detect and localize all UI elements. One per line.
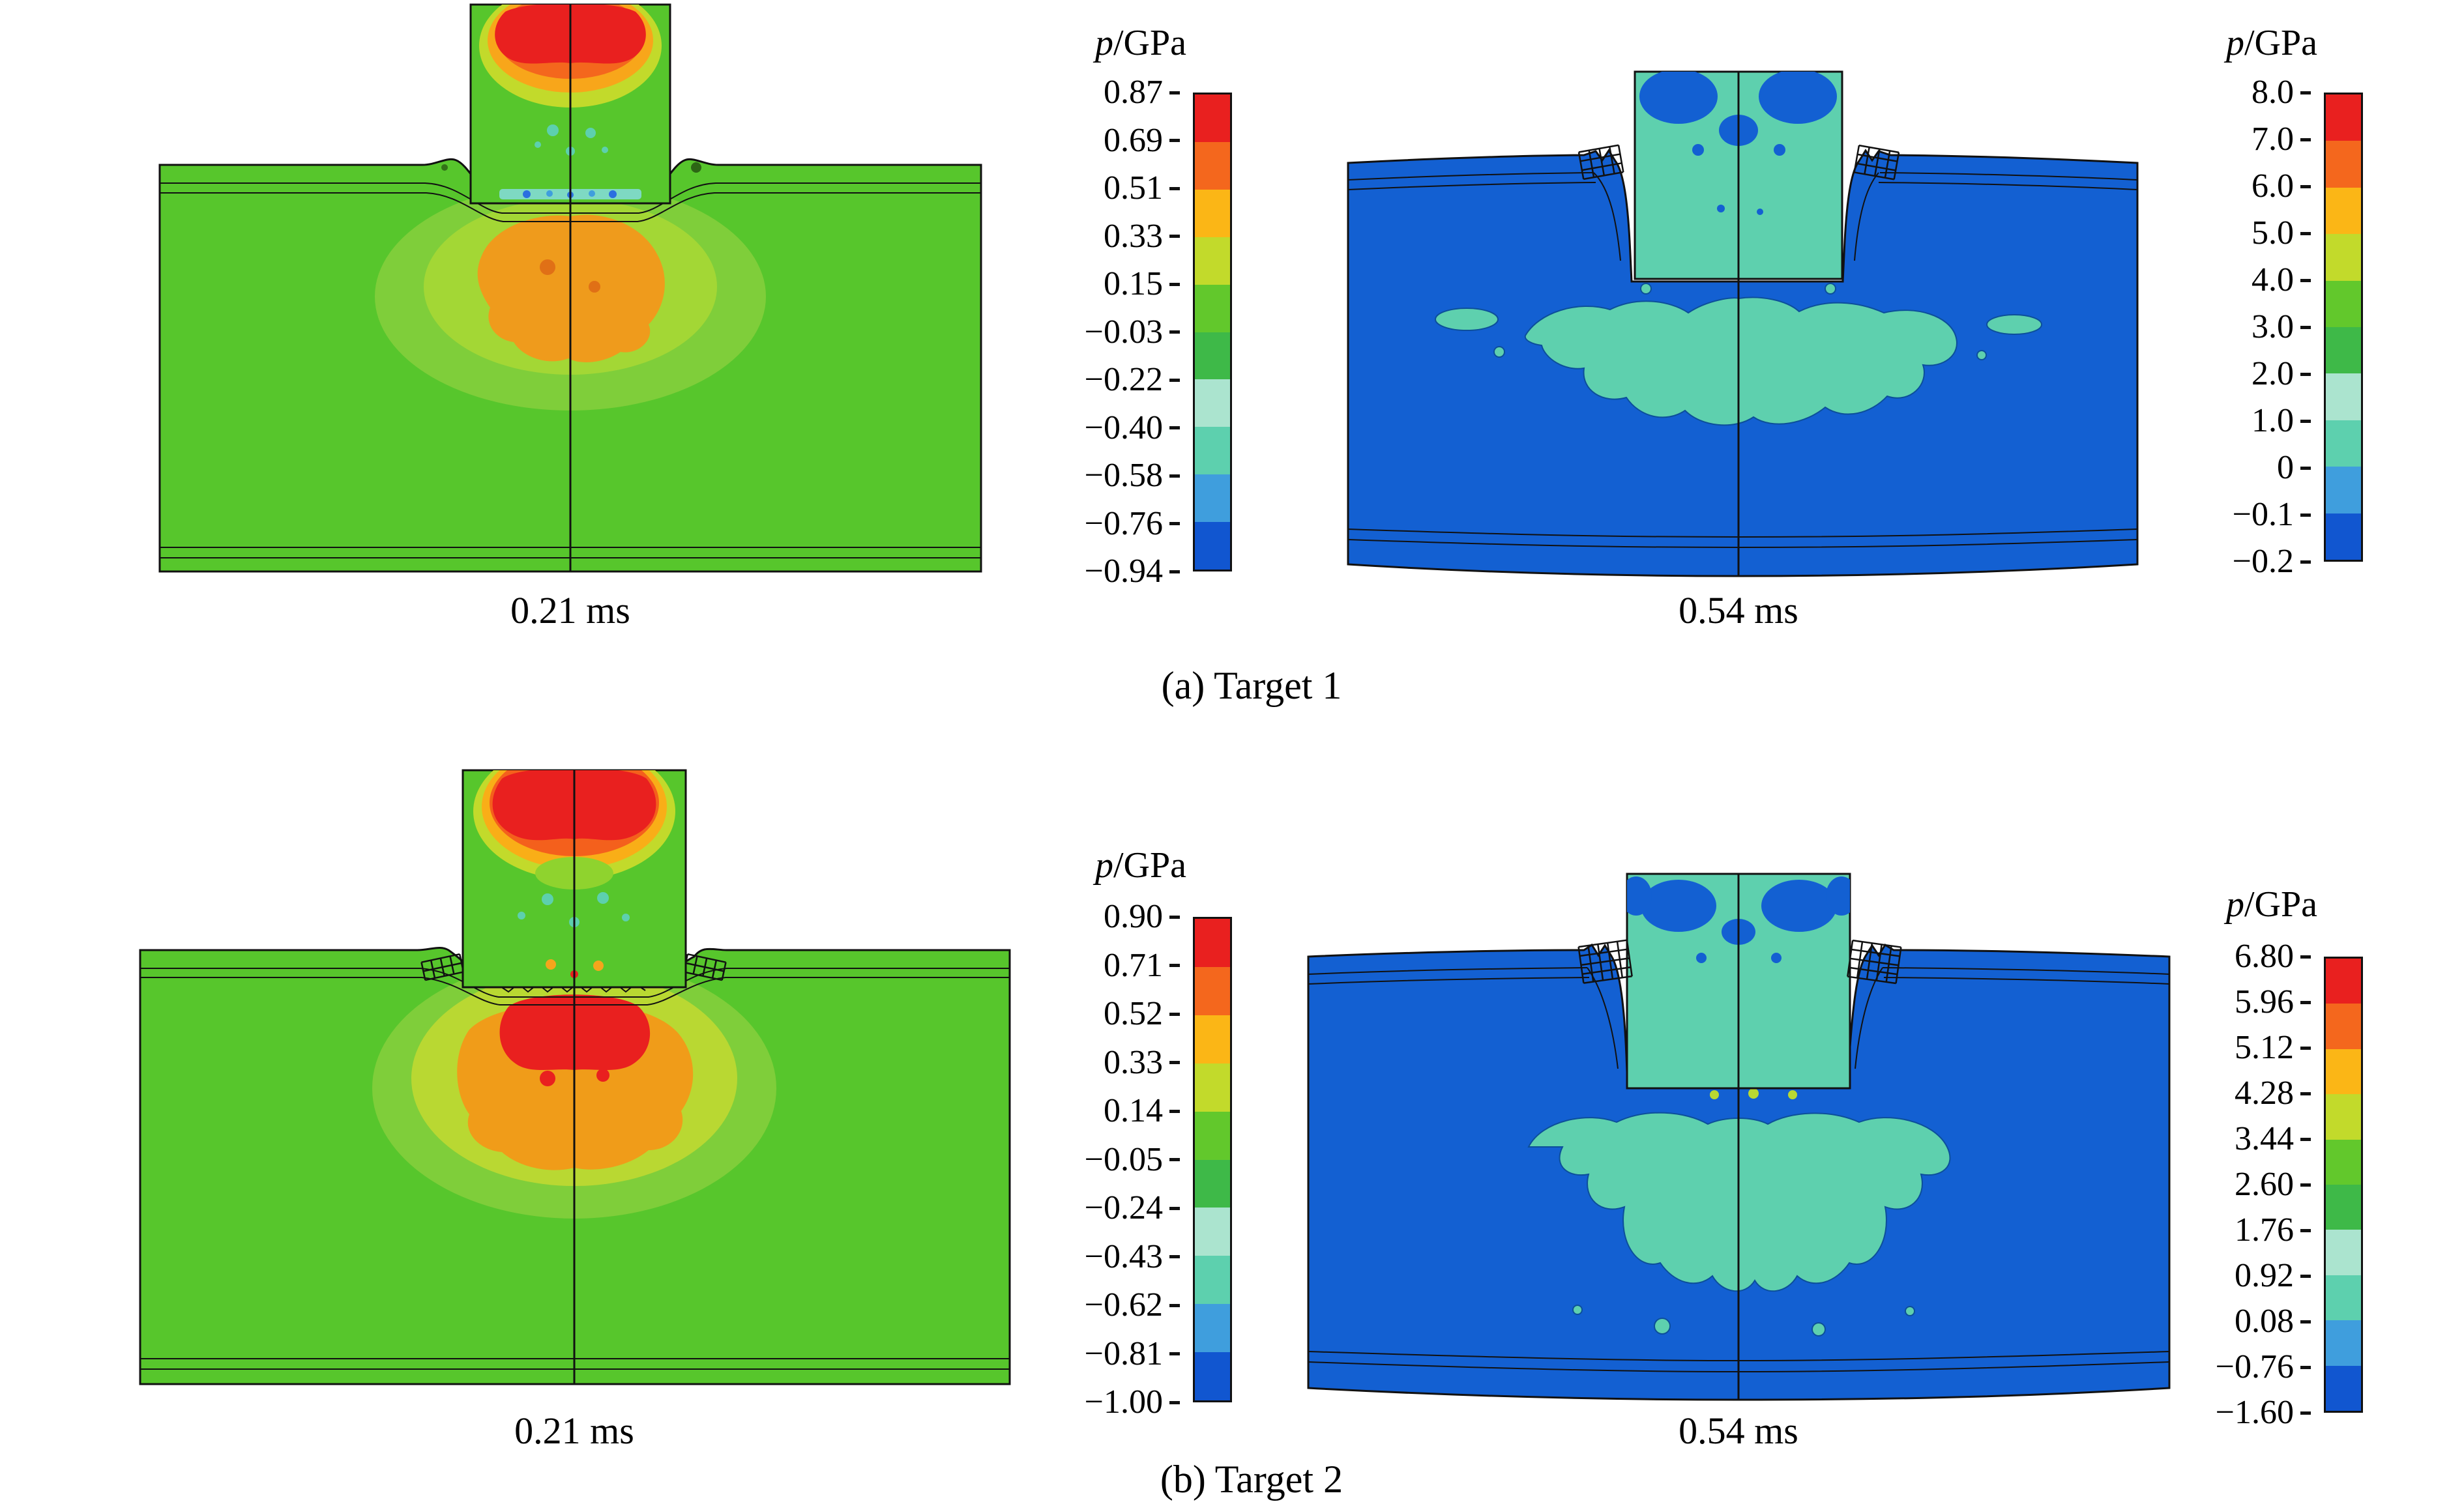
colorbar-ticks: 0.90 0.71 0.52 0.33 0.14 −0.05 −0.24 −0.… xyxy=(1049,900,1180,1419)
interface-specks xyxy=(1710,1088,1797,1099)
colorbar-title: p/GPa xyxy=(1095,23,1186,63)
caption-target-2: (b) Target 2 xyxy=(1160,1458,1343,1501)
time-label-b-right: 0.54 ms xyxy=(1679,1410,1798,1452)
time-label-b-left: 0.21 ms xyxy=(514,1410,634,1452)
projectile-pressure-zones xyxy=(1627,876,1850,963)
colorbar-ticks: 0.87 0.69 0.51 0.33 0.15 −0.03 −0.22 −0.… xyxy=(1049,76,1180,588)
colorbar-gradient xyxy=(1193,917,1232,1402)
debris-spot xyxy=(691,162,701,173)
colorbar-b-right: p/GPa 6.80 5.96 5.12 4.28 3.44 2.60 1.76… xyxy=(2180,884,2363,1430)
mesh-debris-right xyxy=(1853,144,1900,181)
panel-b-right-contour xyxy=(1307,873,2171,1401)
mesh-debris-left xyxy=(1577,144,1624,181)
time-label-a-left: 0.21 ms xyxy=(510,589,630,631)
projectile-pressure-zones xyxy=(1639,72,1837,215)
mesh-debris-right xyxy=(1847,939,1902,985)
caption-target-1: (a) Target 1 xyxy=(1161,664,1342,707)
panel-a-left-contour xyxy=(158,3,982,573)
colorbar-title: p/GPa xyxy=(2226,23,2317,63)
colorbar-title: p/GPa xyxy=(1095,845,1186,886)
colorbar-title: p/GPa xyxy=(2226,884,2317,925)
colorbar-gradient xyxy=(2324,957,2363,1413)
colorbar-a-left: p/GPa 0.87 0.69 0.51 0.33 0.15 −0.03 −0.… xyxy=(1049,25,1232,598)
time-label-a-right: 0.54 ms xyxy=(1679,589,1798,631)
colorbar-gradient xyxy=(2324,93,2363,562)
panel-a-right-contour xyxy=(1347,70,2139,577)
colorbar-a-right: p/GPa 8.0 7.0 6.0 5.0 4.0 3.0 2.0 1.0 0 … xyxy=(2180,25,2363,592)
colorbar-ticks: 6.80 5.96 5.12 4.28 3.44 2.60 1.76 0.92 … xyxy=(2180,940,2311,1430)
stress-region-teal xyxy=(1435,283,2042,426)
colorbar-gradient xyxy=(1193,93,1232,571)
mesh-debris-left xyxy=(1577,939,1633,984)
panel-b-left-contour xyxy=(139,769,1011,1385)
colorbar-b-left: p/GPa 0.90 0.71 0.52 0.33 0.14 −0.05 −0.… xyxy=(1049,847,1232,1427)
mesh-debris-left xyxy=(420,953,465,981)
debris-spot xyxy=(441,164,448,171)
colorbar-ticks: 8.0 7.0 6.0 5.0 4.0 3.0 2.0 1.0 0 −0.1 −… xyxy=(2180,76,2311,579)
